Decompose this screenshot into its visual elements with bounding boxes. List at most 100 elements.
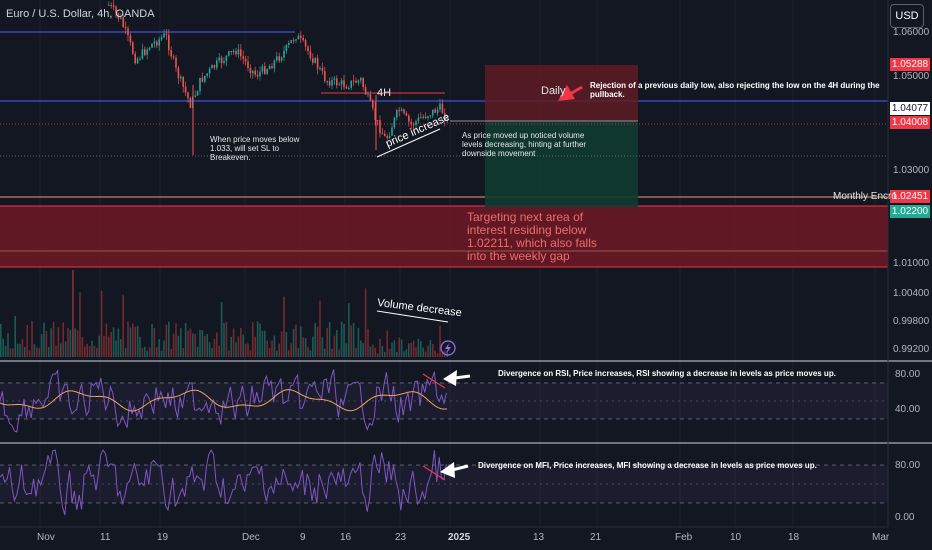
volume-note: As price moved up noticed volume levels … [462,131,587,158]
volume-bar [261,330,264,357]
candle-body [115,6,117,14]
mfi-divergence-note: Divergence on MFI, Price increases, MFI … [478,461,817,470]
volume-bar [9,348,12,357]
volume-bar [91,340,93,357]
candle-body [352,80,355,82]
candle-body [136,58,139,64]
volume-bar [398,337,400,357]
volume-bars [0,270,448,357]
candle-body [357,80,360,83]
candle-body [194,95,196,97]
volume-bar [180,328,182,357]
price-tick: 1.00400 [893,288,930,299]
candle-body [213,65,216,68]
candle-body [177,67,180,79]
candle-body [218,57,220,61]
volume-bar [170,348,172,357]
volume-bar [441,351,444,357]
volume-bar [276,350,278,357]
volume-bar [321,337,324,357]
volume-bar [264,330,266,357]
volume-bar [208,342,211,357]
candle-body [225,55,228,62]
time-tick: 18 [788,532,800,543]
candle-body [285,44,288,51]
candle-body [144,49,146,55]
volume-bar [120,339,122,357]
volume-bar [148,347,151,357]
candle-body [304,40,307,47]
volume-bar [228,350,230,357]
candle-body [278,56,280,61]
volume-bar [67,328,69,357]
candle-body [266,69,268,74]
candle-body [319,68,321,70]
volume-bar [199,329,201,357]
volume-bar [194,333,196,357]
candle-body [333,78,336,80]
volume-bar [216,332,218,357]
volume-bar [278,343,280,357]
volume-bar [84,346,86,357]
volume-bar [187,330,189,357]
lightning-icon[interactable] [440,340,456,356]
candle-body [187,92,189,99]
arrow-icon [443,370,471,386]
candle-body [324,70,326,82]
candle-body [273,60,276,69]
volume-bar [96,348,98,357]
volume-bar [21,339,24,357]
volume-bar [122,294,124,357]
price-tick: 1.03000 [893,165,930,176]
candle-body [295,39,297,41]
volume-bar [206,334,208,357]
volume-bar [223,323,225,357]
rsi-ma-line [0,389,448,412]
volume-bar [364,288,367,357]
volume-bar [240,327,242,357]
candle-body [367,94,369,96]
price-increase-underline [376,128,441,158]
candle-body [117,13,120,19]
candle-body [328,81,331,86]
volume-bar [52,321,55,357]
volume-bar [372,344,374,357]
volume-bar [422,347,424,357]
volume-bar [316,326,319,357]
candle-body [396,110,398,118]
candle-body [439,103,441,110]
candle-body [321,68,324,71]
candle-body [336,78,338,86]
volume-bar [115,340,117,357]
candle-body [436,109,439,113]
candle-body [240,49,242,57]
volume-bar [283,296,285,357]
candle-body [146,49,148,55]
volume-bar [55,345,57,357]
volume-bar [110,331,112,357]
volume-bar [14,315,16,357]
candle-body [338,84,340,86]
sl-note: When price moves below 1.033, will set S… [210,135,300,162]
currency-button[interactable]: USD [890,4,924,28]
time-tick: Dec [242,532,260,543]
volume-bar [201,330,204,357]
volume-bar [182,348,184,357]
price-tag: 1.04077 [890,102,930,115]
time-tick: 23 [395,532,407,543]
volume-bar [141,348,144,357]
candle-body [379,120,381,134]
candle-body [297,35,300,40]
volume-bar [74,328,76,357]
volume-bar [2,338,4,357]
volume-bar [40,334,43,357]
lightning-bolt [445,343,451,354]
volume-bar [33,344,36,357]
volume-bar [184,323,187,357]
candle-body [120,17,122,19]
volume-bar [379,338,381,357]
volume-bar [0,323,2,357]
candle-body [199,77,201,92]
price-tick: 0.99200 [893,344,930,355]
